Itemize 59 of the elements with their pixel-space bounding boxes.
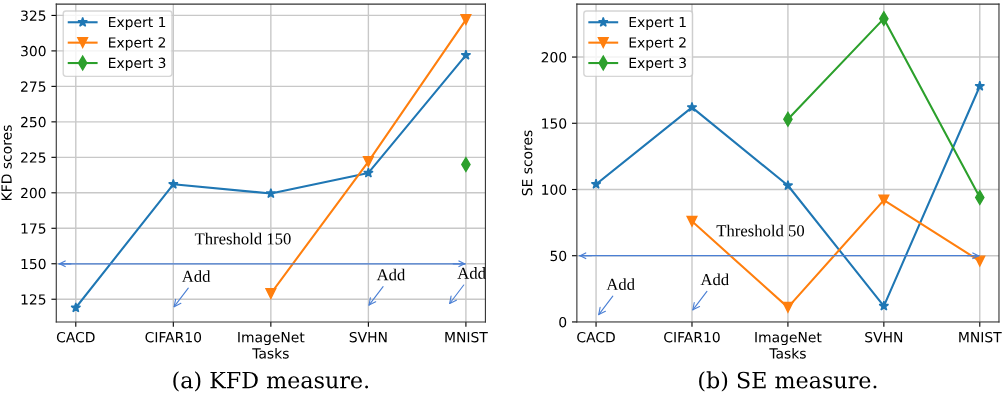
point — [167, 178, 179, 189]
point — [265, 287, 277, 300]
annotation: Add — [181, 270, 211, 283]
y-tick-label: 200 — [541, 52, 567, 63]
x-tick-label: MNIST — [959, 331, 1002, 343]
y-tick-label: 0 — [559, 316, 567, 328]
y-tick-label: 300 — [21, 45, 46, 57]
annotation: Add — [376, 268, 406, 281]
y-tick-label: 150 — [542, 118, 567, 129]
point — [878, 300, 890, 311]
point — [70, 302, 82, 313]
point — [686, 215, 698, 227]
x-tick-label: CACD — [577, 331, 615, 343]
y-tick-label: 225 — [21, 152, 46, 163]
x-tick-label: MNIST — [445, 331, 488, 343]
legend-label: Expert 2 — [109, 37, 166, 51]
y-axis-title: KFD scores — [1, 125, 12, 201]
legend-label: Expert 3 — [109, 57, 166, 71]
text: (b) SE measure. — [699, 371, 877, 392]
x-axis-title: Tasks — [769, 347, 806, 359]
ref-line-label: Threshold 50 — [716, 224, 805, 237]
x-axis-title: Tasks — [252, 347, 289, 359]
annotation: Add — [700, 273, 729, 286]
y-tick-label: 125 — [21, 294, 46, 305]
point — [974, 255, 986, 267]
x-tick-label: CIFAR10 — [145, 331, 202, 343]
point — [265, 187, 277, 199]
y-axis-title: SE scores — [521, 130, 533, 196]
point — [686, 101, 698, 113]
point — [460, 14, 472, 26]
legend-label: Expert 1 — [629, 17, 686, 31]
x-tick-label: CACD — [56, 331, 95, 343]
y-tick-label: 250 — [21, 116, 46, 128]
ref-line-label: Threshold 150 — [194, 232, 291, 245]
annotation: Add — [606, 278, 635, 290]
y-tick-label: 200 — [21, 187, 46, 199]
legend-label: Expert 2 — [629, 37, 686, 51]
y-tick-label: 100 — [542, 184, 567, 195]
point — [782, 179, 794, 191]
text: (a) KFD measure. — [173, 371, 369, 392]
point — [974, 80, 986, 91]
point — [782, 301, 794, 313]
x-tick-label: SVHN — [349, 331, 387, 343]
point — [362, 156, 374, 168]
point — [590, 178, 602, 189]
y-tick-label: 50 — [550, 250, 567, 262]
x-tick-label: ImageNet — [238, 332, 305, 346]
y-tick-label: 325 — [21, 10, 46, 21]
point — [363, 167, 374, 178]
x-tick-label: ImageNet — [755, 332, 822, 346]
point — [460, 49, 472, 60]
legend-label: Expert 1 — [109, 17, 166, 31]
legend-label: Expert 3 — [629, 57, 686, 71]
y-tick-label: 150 — [21, 258, 46, 270]
x-tick-label: CIFAR10 — [664, 331, 720, 343]
point — [878, 194, 890, 206]
y-tick-label: 275 — [21, 81, 46, 92]
y-tick-label: 175 — [21, 223, 46, 234]
x-tick-label: SVHN — [865, 331, 903, 343]
